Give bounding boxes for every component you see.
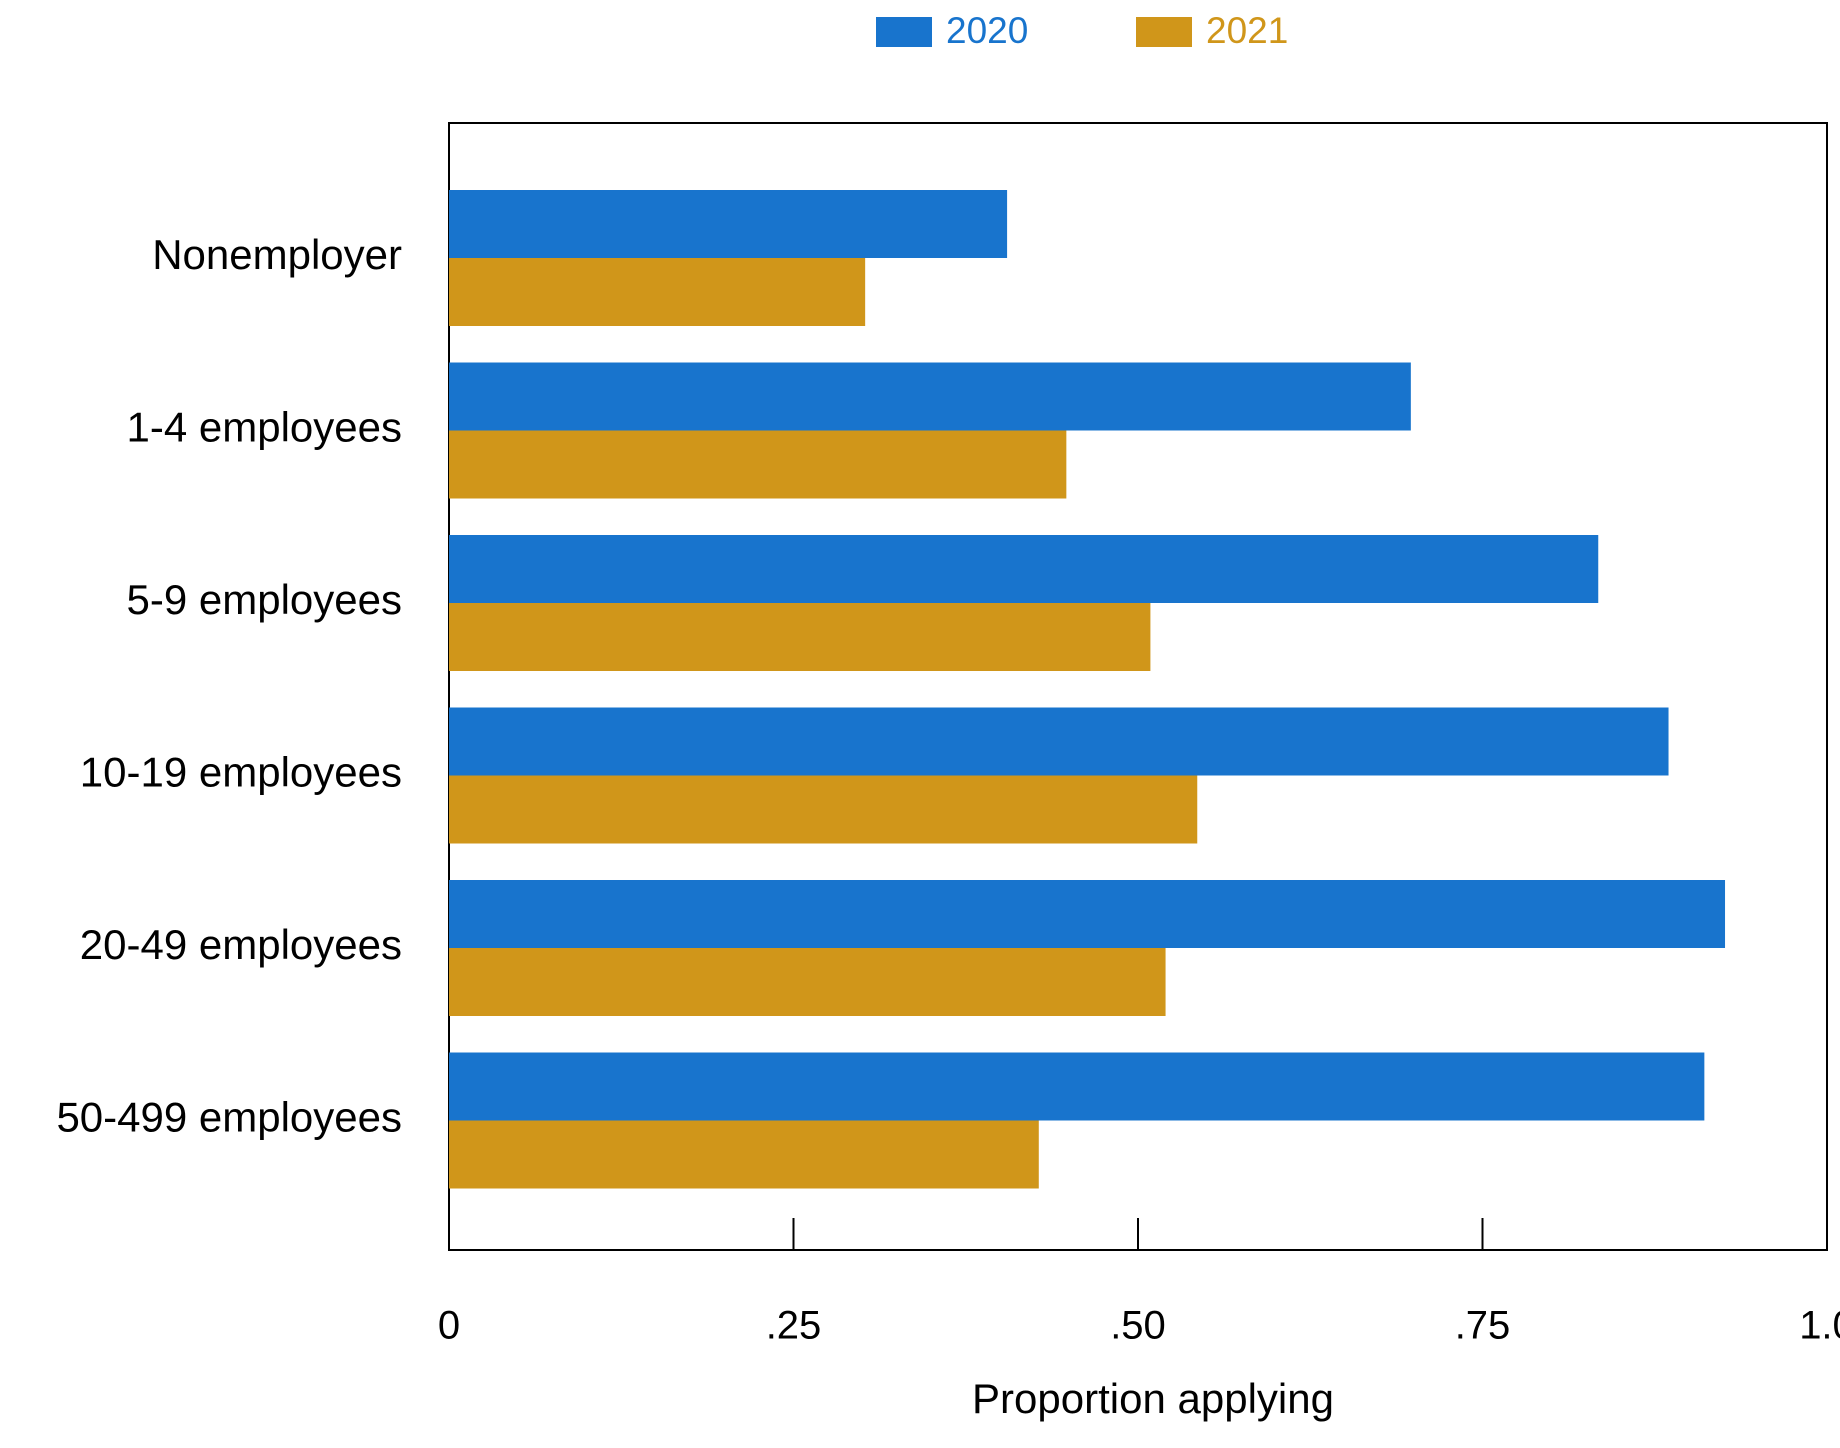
- bar: [449, 430, 1067, 499]
- bar: [449, 1052, 1705, 1121]
- bar: [449, 190, 1008, 258]
- legend-swatch: [1136, 17, 1192, 47]
- x-tick-label: .25: [766, 1304, 822, 1348]
- y-tick-label: 1-4 employees: [127, 404, 402, 451]
- bar: [449, 258, 866, 326]
- x-tick-label: 0: [438, 1304, 460, 1348]
- bar: [449, 948, 1166, 1016]
- bar: [449, 775, 1198, 844]
- legend-label: 2020: [946, 10, 1028, 51]
- x-axis-label: Proportion applying: [972, 1375, 1334, 1422]
- y-tick-label: Nonemployer: [152, 231, 402, 278]
- x-tick-label: .50: [1110, 1304, 1166, 1348]
- bar: [449, 880, 1726, 948]
- y-tick-label: 50-499 employees: [56, 1094, 402, 1141]
- bar: [449, 1120, 1039, 1189]
- y-tick-label: 20-49 employees: [80, 921, 402, 968]
- bar: [449, 707, 1669, 776]
- legend-swatch: [876, 17, 932, 47]
- bar: [449, 362, 1411, 431]
- bar: [449, 603, 1151, 671]
- legend-label: 2021: [1206, 10, 1288, 51]
- x-tick-label: .75: [1455, 1304, 1511, 1348]
- y-tick-label: 10-19 employees: [80, 749, 402, 796]
- bar: [449, 535, 1599, 603]
- x-tick-label: 1.0: [1799, 1304, 1840, 1348]
- y-tick-label: 5-9 employees: [127, 576, 402, 623]
